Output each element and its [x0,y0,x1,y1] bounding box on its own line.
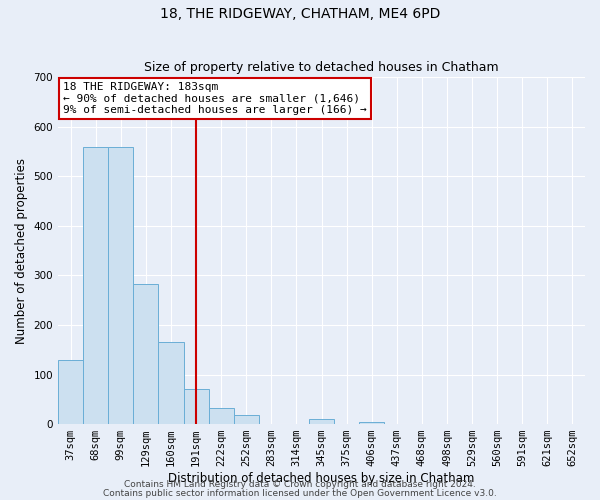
Bar [83,148,108,424]
Y-axis label: Number of detached properties: Number of detached properties [15,158,28,344]
Text: 18 THE RIDGEWAY: 183sqm
← 90% of detached houses are smaller (1,646)
9% of semi-: 18 THE RIDGEWAY: 183sqm ← 90% of detache… [64,82,367,116]
X-axis label: Distribution of detached houses by size in Chatham: Distribution of detached houses by size … [169,472,475,485]
Bar [108,148,133,424]
Bar [209,408,233,424]
Text: 18, THE RIDGEWAY, CHATHAM, ME4 6PD: 18, THE RIDGEWAY, CHATHAM, ME4 6PD [160,8,440,22]
Bar [309,419,334,424]
Bar [58,360,83,424]
Bar [184,390,209,424]
Text: Contains public sector information licensed under the Open Government Licence v3: Contains public sector information licen… [103,489,497,498]
Text: Contains HM Land Registry data © Crown copyright and database right 2024.: Contains HM Land Registry data © Crown c… [124,480,476,489]
Bar [133,284,158,424]
Title: Size of property relative to detached houses in Chatham: Size of property relative to detached ho… [144,62,499,74]
Bar [233,415,259,424]
Bar [359,422,384,424]
Bar [158,342,184,424]
